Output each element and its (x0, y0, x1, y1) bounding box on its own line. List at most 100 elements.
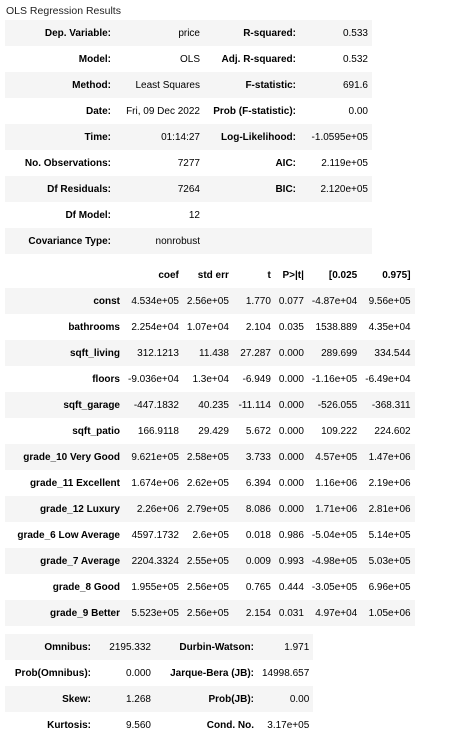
coefficient-cell: 3.733 (232, 444, 275, 470)
column-header: std err (197, 269, 229, 281)
coefficient-row: sqft_living 312.1213 11.438 27.287 0.000 289.… (5, 340, 415, 366)
coefficient-cell: 0.765 (245, 581, 271, 593)
summary-label: BIC: (204, 176, 300, 202)
column-header: 0.975] (382, 269, 411, 281)
coefficient-row: grade_12 Luxury 2.26e+06 2.79e+05 8.086 0.00… (5, 496, 415, 522)
summary-value: 12 (188, 209, 200, 221)
summary-value: 0.00 (348, 105, 368, 117)
diagnostic-row: Kurtosis: 9.560 Cond. No. 3.17e+05 (5, 712, 313, 738)
coefficient-cell: -368.311 (361, 392, 415, 418)
summary-value: Fri, 09 Dec 2022 (126, 105, 200, 117)
coefficient-cell: 2.81e+06 (361, 496, 415, 522)
coefficient-cell: 2.154 (232, 600, 275, 626)
coefficient-cell: 1.674e+06 (131, 477, 179, 489)
coefficient-cell: 312.1213 (124, 340, 183, 366)
coefficient-cell: 166.9118 (137, 425, 179, 437)
coefficient-cell: 2.6e+05 (192, 529, 229, 541)
diagnostic-value: 0.000 (125, 667, 151, 679)
summary-label: Covariance Type: (5, 228, 115, 254)
summary-label: Date: (85, 105, 111, 117)
summary-row: Dep. Variable: price R-squared: 0.533 (5, 20, 372, 46)
coefficient-cell: -6.49e+04 (365, 373, 411, 385)
diagnostic-label: Durbin-Watson: (155, 634, 258, 660)
coefficient-cell: 1.16e+06 (315, 477, 358, 489)
diagnostic-row: Skew: 1.268 Prob(JB): 0.00 (5, 686, 314, 712)
coefficient-cell: 1.770 (232, 288, 275, 314)
coefficients-table: coef std err t P>|t| [0.025 0.975] const 4.534… (5, 262, 415, 626)
column-header: P>|t| (282, 269, 304, 281)
coefficient-row: floors -9.036e+04 1.3e+04 -6.949 0.000 -1.16e… (5, 366, 415, 392)
variable-name: grade_10 Very Good (5, 444, 124, 470)
coefficient-cell: -4.98e+05 (307, 548, 362, 574)
variable-name: grade_12 Luxury (5, 496, 124, 522)
coefficient-cell: 1.955e+05 (131, 581, 179, 593)
coefficient-cell: 0.031 (274, 600, 308, 626)
coefficient-cell: 289.699 (307, 340, 362, 366)
variable-name: grade_6 Low Average (17, 529, 120, 541)
summary-value: 01:14:27 (115, 124, 204, 150)
coefficient-cell: 5.03e+05 (361, 548, 415, 574)
variable-name: grade_8 Good (52, 581, 120, 593)
coefficient-cell: -526.055 (307, 392, 362, 418)
diagnostic-row: Prob(Omnibus): 0.000 Jarque-Bera (JB): 1499… (5, 660, 313, 686)
coefficient-cell: 5.672 (245, 425, 271, 437)
variable-name: sqft_garage (5, 392, 124, 418)
summary-value: 2.119e+05 (321, 157, 368, 169)
coefficient-cell: 2.62e+05 (186, 477, 229, 489)
summary-row: Method: Least Squares F-statistic: 691.6 (5, 72, 372, 98)
diagnostic-value: 14998.657 (262, 667, 310, 679)
coefficient-cell: 11.438 (182, 340, 233, 366)
coefficient-cell: -6.949 (242, 373, 271, 385)
column-header: t (267, 269, 271, 281)
coefficient-cell: 2.19e+06 (368, 477, 411, 489)
diagnostic-row: Omnibus: 2195.332 Durbin-Watson: 1.971 (5, 634, 314, 660)
summary-label: Df Residuals: (5, 176, 115, 202)
summary-label: R-squared: (204, 20, 300, 46)
coefficient-cell: 2.56e+05 (182, 288, 233, 314)
coefficient-cell: -9.036e+04 (128, 373, 179, 385)
summary-row: Df Residuals: 7264 BIC: 2.120e+05 (5, 176, 372, 202)
coefficient-cell: 0.000 (278, 477, 304, 489)
diagnostic-label: Skew: (5, 686, 95, 712)
coefficient-cell: 4597.1732 (131, 529, 179, 541)
coefficient-cell: 1538.889 (315, 321, 358, 333)
coefficient-cell: 224.602 (374, 425, 411, 437)
coefficient-cell: 29.429 (198, 425, 229, 437)
coefficient-cell: -5.04e+05 (311, 529, 358, 541)
column-header: [0.025 (328, 269, 358, 281)
diagnostic-label: Cond. No. (206, 719, 254, 731)
coefficient-row: grade_9 Better 5.523e+05 2.56e+05 2.154 0.03… (5, 600, 415, 626)
coefficient-cell: 6.394 (245, 477, 271, 489)
summary-label: Adj. R-squared: (221, 53, 296, 65)
summary-row: Model: OLS Adj. R-squared: 0.532 (5, 46, 372, 72)
summary-value: 7277 (177, 157, 200, 169)
coefficient-cell: 0.000 (278, 373, 304, 385)
variable-name: bathrooms (68, 321, 120, 333)
diagnostic-label: Omnibus: (5, 634, 95, 660)
diagnostic-value: 3.17e+05 (267, 719, 310, 731)
diagnostic-value: 1.971 (258, 634, 314, 660)
coefficient-cell: -4.87e+04 (307, 288, 362, 314)
summary-value: 2.120e+05 (300, 176, 372, 202)
summary-value: price (115, 20, 204, 46)
column-header (5, 262, 124, 288)
coefficient-cell: 0.018 (245, 529, 271, 541)
summary-row: Date: Fri, 09 Dec 2022 Prob (F-statistic):… (5, 98, 372, 124)
summary-value: OLS (179, 53, 200, 65)
coefficient-row: grade_8 Good 1.955e+05 2.56e+05 0.765 0.444-… (5, 574, 415, 600)
coefficient-cell: 6.96e+05 (368, 581, 411, 593)
coefficient-cell: 0.009 (232, 548, 275, 574)
summary-value (300, 202, 372, 228)
coefficient-row: grade_7 Average 2204.3324 2.55e+05 0.009 0.9… (5, 548, 415, 574)
coefficient-cell: 0.986 (278, 529, 304, 541)
coefficient-row: grade_6 Low Average 4597.1732 2.6e+05 0.018… (5, 522, 415, 548)
coefficient-row: grade_10 Very Good 9.621e+05 2.58e+05 3.733… (5, 444, 415, 470)
coefficient-cell: 0.000 (274, 496, 308, 522)
summary-value: 7264 (115, 176, 204, 202)
summary-label: Df Model: (65, 209, 111, 221)
variable-name: sqft_living (5, 340, 124, 366)
variable-name: grade_9 Better (5, 600, 124, 626)
summary-label: Dep. Variable: (5, 20, 115, 46)
coefficient-cell: 9.56e+05 (361, 288, 415, 314)
coefficient-cell: 8.086 (232, 496, 275, 522)
